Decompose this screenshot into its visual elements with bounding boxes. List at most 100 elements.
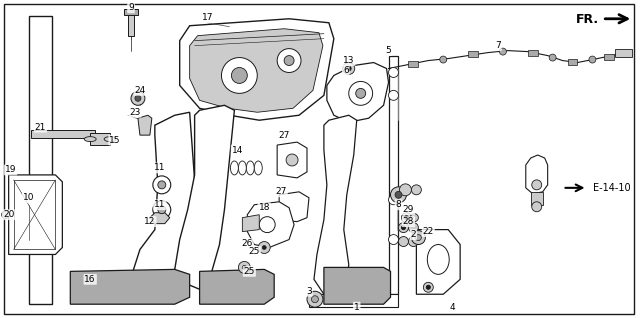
Polygon shape [526, 155, 548, 194]
Polygon shape [189, 29, 323, 112]
Text: 2: 2 [411, 230, 416, 239]
Circle shape [401, 226, 406, 230]
Polygon shape [70, 269, 189, 304]
Circle shape [356, 88, 365, 98]
Circle shape [412, 231, 426, 245]
Polygon shape [124, 9, 138, 15]
Polygon shape [408, 60, 419, 66]
Text: 15: 15 [109, 135, 121, 145]
Circle shape [395, 191, 402, 198]
Circle shape [346, 66, 351, 71]
Text: 13: 13 [343, 56, 355, 65]
Circle shape [259, 242, 270, 253]
Circle shape [286, 154, 298, 166]
Circle shape [415, 235, 421, 240]
Text: 25: 25 [244, 267, 255, 276]
Polygon shape [615, 49, 632, 57]
Circle shape [440, 56, 447, 63]
Ellipse shape [84, 137, 96, 142]
Text: 5: 5 [386, 46, 392, 55]
Circle shape [532, 180, 541, 190]
Circle shape [221, 58, 257, 93]
Polygon shape [388, 56, 399, 294]
Circle shape [426, 285, 430, 289]
Text: 29: 29 [403, 205, 414, 214]
Polygon shape [309, 294, 399, 307]
Ellipse shape [238, 161, 246, 175]
Circle shape [412, 185, 421, 195]
Circle shape [312, 296, 319, 303]
Text: 16: 16 [84, 275, 96, 284]
Text: 3: 3 [306, 287, 312, 296]
Circle shape [401, 213, 412, 223]
Polygon shape [528, 50, 538, 56]
Circle shape [238, 261, 250, 273]
Circle shape [388, 195, 399, 205]
Text: 11: 11 [154, 200, 166, 209]
Circle shape [408, 223, 419, 232]
Text: 21: 21 [35, 123, 46, 132]
Polygon shape [604, 54, 614, 59]
Polygon shape [247, 202, 294, 247]
Circle shape [423, 282, 433, 292]
Circle shape [410, 214, 419, 222]
Text: 19: 19 [5, 165, 17, 175]
Polygon shape [314, 115, 356, 294]
Circle shape [158, 206, 166, 214]
Circle shape [153, 201, 171, 219]
Text: 4: 4 [449, 303, 455, 312]
Text: 1: 1 [354, 303, 360, 312]
Text: 23: 23 [129, 108, 141, 117]
Text: 12: 12 [144, 217, 156, 226]
Circle shape [277, 49, 301, 73]
Polygon shape [31, 130, 95, 138]
Circle shape [589, 56, 596, 63]
Text: 20: 20 [3, 210, 14, 219]
Text: 26: 26 [242, 239, 253, 248]
Circle shape [499, 48, 506, 55]
Circle shape [388, 90, 399, 100]
Ellipse shape [230, 161, 238, 175]
Polygon shape [327, 63, 388, 122]
Circle shape [408, 237, 419, 246]
Text: FR.: FR. [576, 13, 600, 26]
Ellipse shape [254, 161, 262, 175]
Circle shape [399, 184, 412, 196]
Polygon shape [243, 215, 259, 232]
Polygon shape [138, 115, 152, 135]
Circle shape [259, 217, 275, 232]
Text: 18: 18 [259, 203, 270, 212]
Polygon shape [531, 192, 543, 205]
Polygon shape [90, 133, 110, 145]
Text: 24: 24 [134, 86, 145, 95]
Ellipse shape [428, 245, 449, 274]
Polygon shape [468, 51, 478, 57]
Polygon shape [568, 59, 577, 65]
Text: 27: 27 [275, 187, 287, 196]
Circle shape [153, 176, 171, 194]
Circle shape [243, 266, 246, 269]
Polygon shape [13, 180, 56, 250]
Circle shape [388, 67, 399, 78]
Circle shape [532, 202, 541, 212]
Text: 14: 14 [232, 146, 243, 155]
Text: 28: 28 [403, 217, 414, 226]
Polygon shape [175, 105, 234, 289]
Text: 25: 25 [248, 247, 260, 256]
Text: 27: 27 [278, 131, 290, 140]
Circle shape [262, 245, 266, 250]
Ellipse shape [246, 161, 254, 175]
Text: 22: 22 [422, 227, 434, 236]
Ellipse shape [104, 137, 116, 142]
Circle shape [399, 237, 408, 246]
Polygon shape [279, 192, 309, 222]
Circle shape [135, 95, 141, 101]
Polygon shape [9, 175, 62, 254]
Text: 10: 10 [23, 193, 35, 202]
Text: 6: 6 [343, 66, 349, 75]
Polygon shape [150, 213, 170, 224]
Circle shape [343, 63, 355, 74]
Circle shape [404, 216, 408, 220]
Text: E-14-10: E-14-10 [593, 183, 631, 193]
Circle shape [131, 91, 145, 105]
